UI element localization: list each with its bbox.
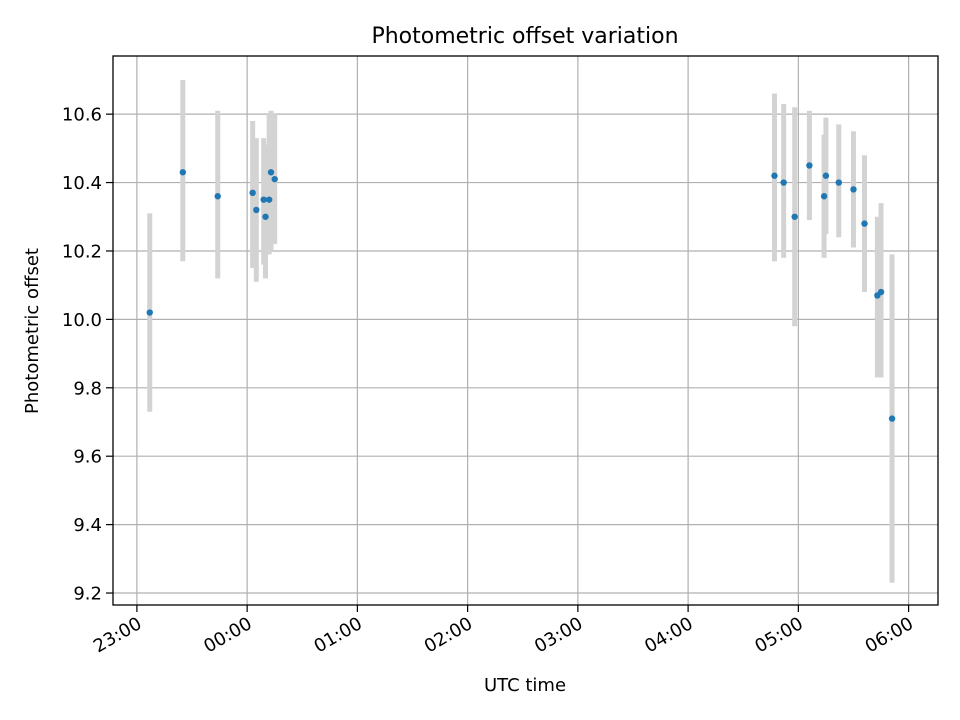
y-tick-label: 10.6 bbox=[62, 105, 102, 126]
y-tick-label: 10.2 bbox=[62, 241, 102, 262]
y-tick-label: 9.6 bbox=[73, 447, 102, 468]
data-point bbox=[835, 179, 842, 186]
data-point bbox=[271, 175, 278, 183]
y-tick-label: 10.4 bbox=[62, 173, 102, 194]
data-point bbox=[265, 196, 273, 203]
y-axis-title: Photometric offset bbox=[22, 248, 43, 414]
data-point bbox=[850, 186, 857, 193]
y-tick-label: 9.8 bbox=[73, 378, 102, 399]
data-point bbox=[146, 309, 153, 316]
plot-frame bbox=[112, 55, 939, 606]
y-tick-label: 9.4 bbox=[73, 515, 102, 536]
data-point bbox=[214, 193, 221, 200]
data-point bbox=[780, 179, 787, 186]
chart-title: Photometric offset variation bbox=[371, 24, 678, 49]
data-point bbox=[771, 172, 778, 179]
grid-layer bbox=[113, 56, 938, 605]
data-point bbox=[877, 288, 885, 296]
data-point bbox=[888, 415, 896, 422]
x-axis-title: UTC time bbox=[484, 675, 566, 696]
data-point bbox=[861, 220, 868, 227]
data-point bbox=[806, 162, 813, 169]
data-point bbox=[791, 213, 798, 220]
data-point bbox=[822, 172, 830, 179]
data-point bbox=[253, 206, 260, 214]
data-point bbox=[260, 196, 267, 203]
y-tick-label: 9.2 bbox=[73, 584, 102, 605]
data-point bbox=[179, 169, 187, 176]
data-point bbox=[267, 169, 275, 176]
data-point bbox=[820, 193, 828, 200]
data-point bbox=[249, 189, 256, 197]
data-point bbox=[262, 213, 269, 220]
point-layer bbox=[146, 162, 896, 422]
y-tick-label: 10.0 bbox=[62, 310, 102, 331]
